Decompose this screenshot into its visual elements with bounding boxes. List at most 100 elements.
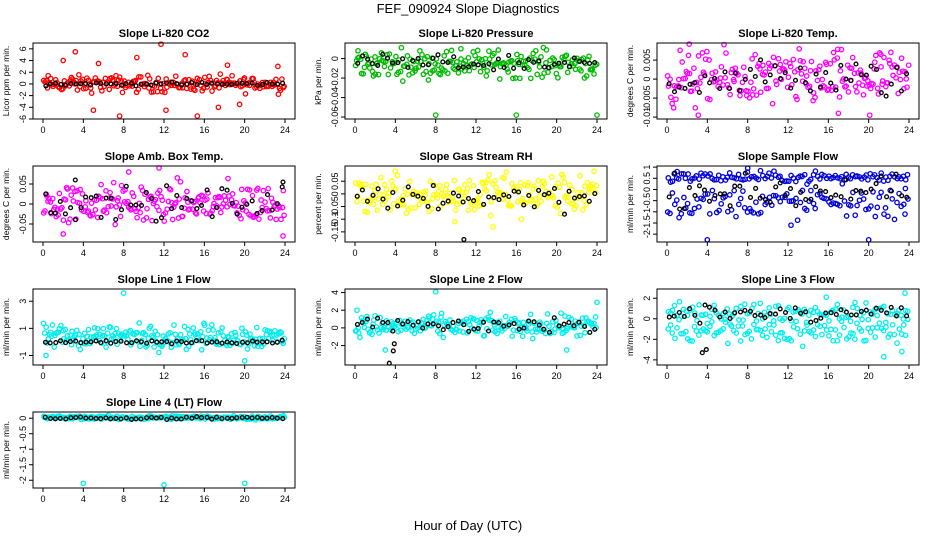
data-point <box>838 194 844 200</box>
data-point <box>475 62 481 68</box>
data-point <box>215 194 221 201</box>
data-point <box>665 326 672 332</box>
data-point <box>94 325 101 332</box>
data-point <box>162 89 168 96</box>
data-point <box>395 203 401 209</box>
data-point <box>773 184 779 190</box>
outlier-point <box>461 236 467 243</box>
data-point <box>243 332 250 339</box>
data-point <box>118 338 124 344</box>
data-point <box>536 187 542 193</box>
plot-frame <box>32 288 296 366</box>
data-point <box>42 339 49 345</box>
data-point <box>386 51 393 57</box>
data-point <box>800 58 807 65</box>
data-point <box>506 52 512 58</box>
data-point <box>99 332 106 339</box>
data-point <box>405 184 411 190</box>
series-all <box>352 44 600 118</box>
data-point <box>146 76 153 82</box>
x-tick-label: 12 <box>471 125 481 135</box>
data-point <box>797 199 804 206</box>
series-hourly <box>666 302 910 356</box>
data-point <box>561 321 567 327</box>
data-point <box>441 53 448 59</box>
y-tick-label: 0 <box>642 77 652 82</box>
data-point <box>118 82 125 88</box>
data-point <box>666 194 672 200</box>
data-point <box>429 205 435 212</box>
data-point <box>98 416 104 422</box>
data-point <box>222 197 229 204</box>
outlier-point <box>275 63 281 70</box>
data-point <box>360 53 366 59</box>
data-point <box>481 332 488 339</box>
data-point <box>244 80 250 87</box>
data-point <box>667 76 673 83</box>
data-point <box>43 191 49 197</box>
y-axis-label: ml/min per min. <box>1 421 11 479</box>
data-point <box>707 80 713 86</box>
data-point <box>592 191 598 197</box>
data-point <box>475 325 481 332</box>
data-point <box>888 304 894 310</box>
data-point <box>792 178 799 185</box>
y-tick-label: 0.05 <box>18 175 28 193</box>
data-point <box>587 329 593 335</box>
data-point <box>726 192 733 198</box>
data-point <box>77 346 84 353</box>
data-point <box>204 340 210 346</box>
x-tick-label: 8 <box>745 371 750 381</box>
y-tick-label: -1 <box>18 445 28 453</box>
data-point <box>280 416 286 422</box>
data-point <box>244 346 251 352</box>
data-point <box>380 58 387 65</box>
data-point <box>576 319 582 325</box>
data-point <box>891 216 898 223</box>
data-point <box>672 335 678 342</box>
data-point <box>828 80 834 86</box>
outlier-point <box>899 348 905 355</box>
data-point <box>762 326 768 332</box>
data-point <box>366 65 373 71</box>
data-point <box>591 71 597 77</box>
data-point <box>174 81 180 87</box>
data-point <box>465 54 472 61</box>
data-point <box>164 416 170 423</box>
data-point <box>889 321 896 328</box>
data-point <box>179 213 186 220</box>
data-point <box>56 190 63 197</box>
data-point <box>392 185 399 192</box>
data-point <box>525 180 532 186</box>
data-point <box>849 54 856 61</box>
data-point <box>259 208 265 214</box>
data-point <box>674 325 680 331</box>
data-point <box>466 328 472 334</box>
data-point <box>900 322 907 328</box>
data-point <box>393 53 399 60</box>
x-tick-label: 8 <box>121 125 126 135</box>
data-point <box>781 315 788 322</box>
data-point <box>693 173 700 179</box>
outlier-point <box>594 299 600 306</box>
x-tick-label: 8 <box>121 494 126 504</box>
data-point <box>440 327 446 333</box>
data-point <box>509 333 516 340</box>
data-point <box>823 189 829 195</box>
data-point <box>380 319 386 326</box>
series-hourly <box>43 79 286 89</box>
data-point <box>68 415 74 421</box>
data-point <box>186 206 193 212</box>
data-point <box>558 310 564 316</box>
y-tick-label: -0.05 <box>330 196 340 217</box>
y-tick-label: -2 <box>18 476 28 484</box>
data-point <box>735 171 742 178</box>
data-point <box>212 334 218 341</box>
data-point <box>108 416 114 422</box>
data-point <box>480 64 487 71</box>
data-point <box>90 211 96 218</box>
y-tick-label: -1.5 <box>642 215 652 231</box>
data-point <box>700 312 706 319</box>
data-point <box>254 211 260 217</box>
data-point <box>88 339 94 345</box>
